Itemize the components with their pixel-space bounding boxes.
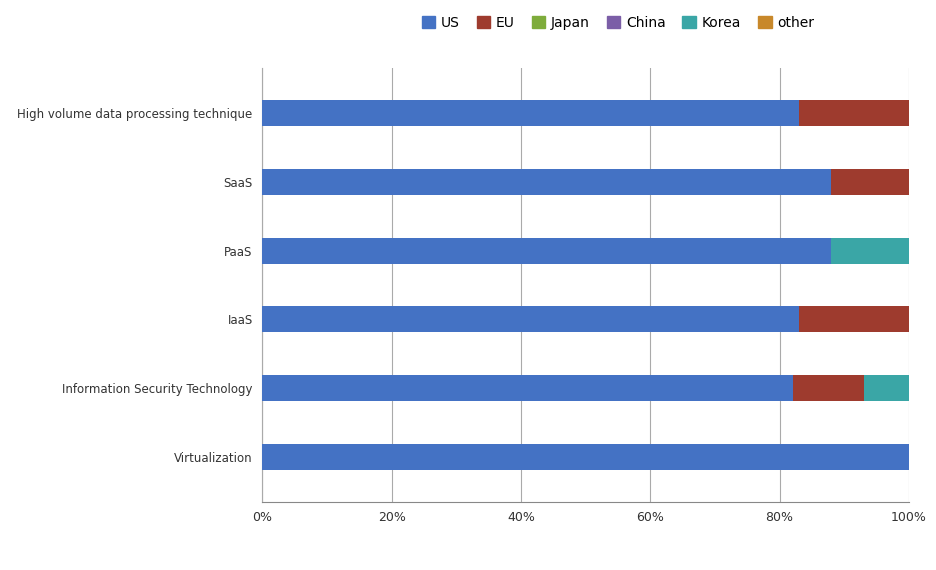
Bar (830, 169, 908, 195)
Bar (863, 375, 908, 401)
Bar (830, 238, 908, 264)
Bar (262, 444, 908, 470)
Bar (262, 306, 798, 332)
Bar (798, 306, 908, 332)
Bar (262, 169, 830, 195)
Bar (792, 375, 863, 401)
Bar (262, 100, 798, 126)
Bar (262, 375, 792, 401)
Bar (798, 100, 908, 126)
Bar (262, 238, 830, 264)
Legend: US, EU, Japan, China, Korea, other: US, EU, Japan, China, Korea, other (416, 10, 819, 35)
